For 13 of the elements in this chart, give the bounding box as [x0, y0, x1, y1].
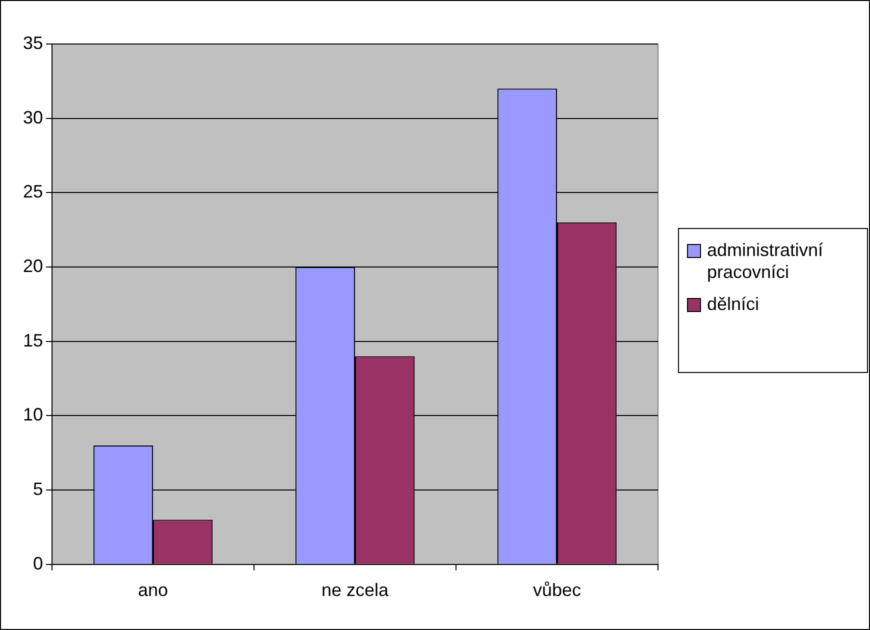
y-tick-label: 25 — [22, 182, 44, 202]
legend-label: administrativní pracovníci — [707, 239, 824, 283]
x-tick-label: vůbec — [532, 580, 582, 600]
y-tick-label: 10 — [22, 404, 44, 425]
y-tick-label: 15 — [22, 330, 44, 350]
y-tick-label: 20 — [22, 256, 44, 276]
x-tick-label: ano — [138, 580, 168, 600]
y-tick-label: 30 — [22, 107, 44, 128]
legend-label: dělníci — [707, 293, 760, 315]
y-tick-label: 5 — [33, 479, 44, 500]
y-tick-label: 0 — [33, 553, 44, 574]
y-tick-label: 35 — [22, 32, 44, 53]
x-tick-label: ne zcela — [321, 580, 390, 600]
